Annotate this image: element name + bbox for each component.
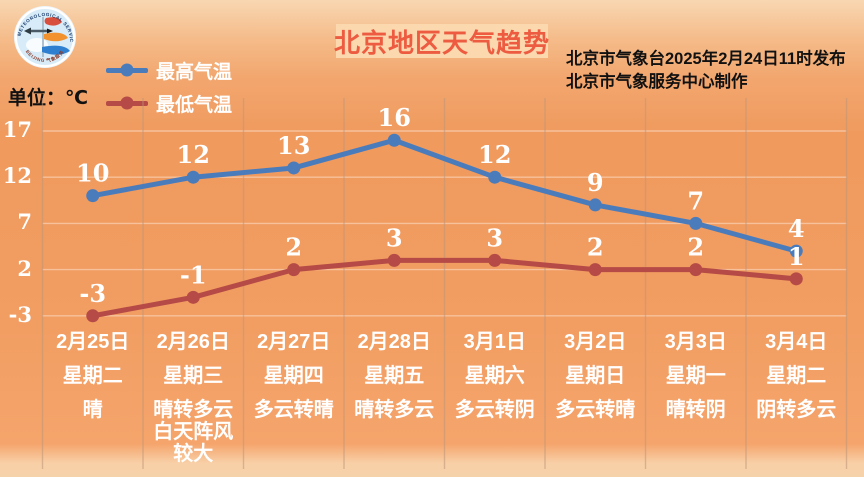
low-temp-value-label: -3 [79,279,106,308]
low-temp-value-label: 1 [788,242,805,271]
y-axis-tick-label: 12 [2,163,32,189]
weather-label: 晴 [82,399,103,421]
x-axis-day-column: 2月26日星期三晴转多云白天阵风较大 [145,331,242,465]
legend-dot-marker [120,63,134,77]
high-temp-point [789,244,803,258]
date-label: 3月4日 [765,331,828,353]
x-axis-day-column: 3月4日星期二阴转多云 [748,331,845,421]
low-temp-point [588,263,602,277]
legend-label: 最高气温 [156,61,233,83]
high-temp-point [86,189,100,203]
unit-label: 单位：℃ [8,88,89,109]
x-axis-day-column: 2月28日星期五晴转多云 [346,331,443,421]
y-axis-tick-label: 17 [2,117,32,142]
low-temp-value-label: -1 [180,260,207,289]
x-axis-day-column: 2月27日星期四多云转晴 [246,331,343,421]
low-temp-value-label: 2 [587,233,604,262]
high-temp-point [387,133,401,147]
weather-label: 阴转多云 [756,399,837,421]
high-temp-point [287,161,301,175]
weekday-label: 星期三 [163,365,224,387]
weekday-label: 星期四 [263,365,324,387]
weather-label: 晴转多云白天阵风较大 [153,399,234,465]
legend: 最高气温 最低气温 [106,58,233,116]
date-label: 2月28日 [357,331,431,353]
high-temp-point [488,170,502,184]
y-axis-tick-label: 2 [17,255,32,281]
issue-line-1: 北京市气象台2025年2月24日11时发布 [566,50,846,68]
y-axis-tick-label: -3 [8,301,32,327]
legend-line-marker [106,96,148,110]
date-label: 3月1日 [463,331,526,353]
x-axis-day-column: 3月1日星期六多云转阴 [447,331,544,421]
high-temp-value-label: 10 [76,159,109,188]
weekday-label: 星期二 [62,365,123,387]
date-label: 3月2日 [564,331,627,353]
low-temp-value-label: 2 [285,233,302,262]
weekday-label: 星期二 [766,365,827,387]
weather-label: 晴转阴 [665,399,726,421]
low-temp-point [287,263,301,277]
high-temp-value-label: 7 [687,186,704,215]
legend-dot-marker [120,96,134,110]
y-axis-tick-label: 7 [17,209,32,235]
low-temp-point [387,253,401,267]
date-label: 2月26日 [156,331,230,353]
high-temp-value-label: 16 [378,103,411,132]
legend-item-high: 最高气温 [106,58,233,83]
x-axis-day-column: 3月2日星期日多云转晴 [547,331,644,421]
legend-line-marker [106,63,148,77]
high-temp-value-label: 13 [277,131,310,160]
low-temp-point [86,309,100,323]
high-temp-value-label: 4 [788,214,805,243]
weather-label: 多云转晴 [253,399,334,421]
low-temp-line [90,257,799,319]
low-temp-point [789,272,803,286]
high-temp-value-label: 9 [587,168,604,197]
weekday-label: 星期一 [665,365,726,387]
low-temp-point [488,253,502,267]
date-label: 2月27日 [257,331,331,353]
weekday-label: 星期日 [565,365,626,387]
weekday-label: 星期六 [464,365,525,387]
date-label: 2月25日 [56,331,130,353]
high-temp-point [689,216,703,230]
x-axis-day-column: 2月25日星期二晴 [45,331,142,421]
issue-line-2: 北京市气象服务中心制作 [566,73,748,91]
meteorological-service-logo: METEOROLOGICAL SERVICE BEIJING 气象服务 [13,5,76,68]
high-temp-value-label: 12 [177,140,210,169]
low-temp-value-label: 2 [687,233,704,262]
weather-label: 多云转晴 [555,399,636,421]
weather-label: 晴转多云 [354,399,435,421]
low-temp-value-label: 3 [386,223,403,252]
issue-info: 北京市气象台2025年2月24日11时发布 北京市气象服务中心制作 [566,48,858,94]
legend-label: 最低气温 [156,94,233,116]
legend-item-low: 最低气温 [106,91,233,116]
date-label: 3月3日 [664,331,727,353]
high-temp-value-label: 12 [478,140,511,169]
low-temp-point [186,290,200,304]
weekday-label: 星期五 [364,365,425,387]
high-temp-point [588,198,602,212]
low-temp-point [689,263,703,277]
x-axis-day-column: 3月3日星期一晴转阴 [648,331,745,421]
weather-label: 多云转阴 [454,399,535,421]
high-temp-line [90,137,799,254]
low-temp-value-label: 3 [486,223,503,252]
page-title: 北京地区天气趋势 [334,24,549,58]
high-temp-point [186,170,200,184]
